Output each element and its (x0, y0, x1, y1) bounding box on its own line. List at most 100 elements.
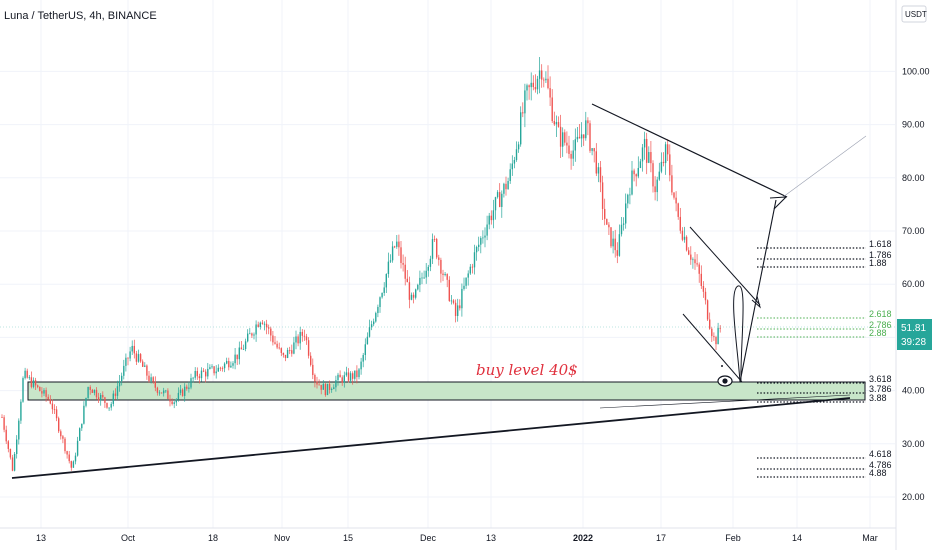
candle-body (436, 239, 438, 258)
eye-icon[interactable] (717, 375, 733, 387)
candle-body (585, 120, 587, 139)
candle-body (448, 279, 450, 301)
candle-body (5, 429, 7, 442)
candle-body (213, 366, 215, 374)
candle-body (507, 181, 509, 190)
support-zone[interactable] (27, 381, 866, 401)
candle-body (398, 241, 400, 248)
candle-body (463, 285, 465, 289)
candle-body (326, 383, 329, 396)
candle-body (324, 384, 327, 396)
candle-body (683, 236, 686, 240)
candle-body (698, 264, 700, 274)
candle-body (358, 369, 360, 378)
candle-body (121, 375, 123, 382)
candle-body (1, 417, 3, 418)
descending-trendline[interactable] (591, 103, 788, 198)
candle-body (196, 370, 198, 377)
candle-body (118, 381, 121, 387)
rising-trendline[interactable] (11, 397, 851, 479)
candle-body (685, 236, 688, 251)
candle-body (39, 386, 41, 392)
candle-body (286, 350, 289, 358)
candle-body (284, 354, 287, 358)
candle-body (568, 145, 570, 154)
candle-body (635, 174, 637, 177)
currency-button[interactable]: USDT (901, 5, 927, 23)
candle-body (373, 321, 375, 325)
candle-body (591, 148, 593, 151)
candle-body (135, 353, 138, 362)
candle-body (289, 350, 291, 351)
candle-body (496, 192, 499, 198)
candle-body (473, 252, 476, 268)
candle-body (177, 392, 180, 400)
candle-body (438, 257, 440, 260)
candle-body (490, 215, 492, 221)
candle-body (446, 273, 448, 280)
candle-body (310, 355, 312, 365)
projection-path[interactable] (739, 199, 777, 383)
fib-label: 3.88 (869, 393, 887, 403)
candle-body (404, 264, 406, 279)
candle-body (524, 90, 526, 114)
candle-body (538, 70, 541, 79)
fib-label: 2.618 (869, 309, 892, 319)
candle-body (406, 278, 408, 283)
candle-body (408, 282, 411, 300)
fib-label: 1.618 (869, 239, 892, 249)
candle-body (391, 246, 394, 261)
candle-body (41, 391, 43, 394)
fib-label: 2.88 (869, 328, 887, 338)
candle-body (610, 227, 612, 247)
candle-body (55, 409, 58, 419)
wedge-lower[interactable] (682, 313, 743, 383)
candle-body (234, 354, 236, 364)
candle-body (79, 428, 81, 441)
candle-body (150, 377, 152, 381)
candle-body (639, 161, 642, 168)
candle-body (242, 349, 245, 350)
candle-body (526, 85, 528, 91)
candle-body (513, 159, 516, 164)
y-axis[interactable]: 100.0090.0080.0070.0060.0050.0040.0030.0… (902, 66, 930, 502)
candle-body (74, 455, 77, 462)
candle-body (175, 399, 177, 403)
candle-body (331, 389, 333, 390)
candle-body (570, 153, 572, 159)
candle-body (238, 347, 240, 360)
x-tick-label: 13 (36, 533, 46, 543)
candle-body (72, 461, 75, 468)
candle-body (717, 327, 719, 345)
candle-body (547, 78, 549, 89)
projection-curve[interactable] (733, 285, 744, 383)
candle-body (637, 167, 639, 177)
fib-label: 4.786 (869, 460, 892, 470)
candle-body (26, 370, 28, 378)
wedge-upper[interactable] (689, 226, 761, 306)
candle-body (715, 337, 717, 345)
x-tick-label: Mar (862, 533, 878, 543)
candle-body (505, 183, 507, 190)
candle-body (114, 393, 117, 396)
candle-body (583, 134, 585, 139)
candle-body (333, 387, 335, 390)
candle-body (244, 341, 247, 350)
candle-body (488, 215, 490, 225)
candle-body (620, 224, 623, 235)
candle-body (83, 405, 85, 424)
candle-body (478, 244, 480, 247)
candle-body (16, 439, 18, 454)
candle-body (719, 327, 721, 329)
candle-body (574, 139, 576, 151)
candle-body (641, 147, 644, 162)
candle-body (261, 322, 264, 324)
candle-body (11, 457, 14, 471)
candle-body (230, 365, 232, 368)
candle-body (562, 132, 564, 147)
x-axis[interactable]: 13 Oct 18 Nov 15 Dec 13 2022 17 Feb 14 Mar (36, 533, 878, 543)
candle-body (601, 182, 604, 209)
candle-body (696, 263, 698, 265)
